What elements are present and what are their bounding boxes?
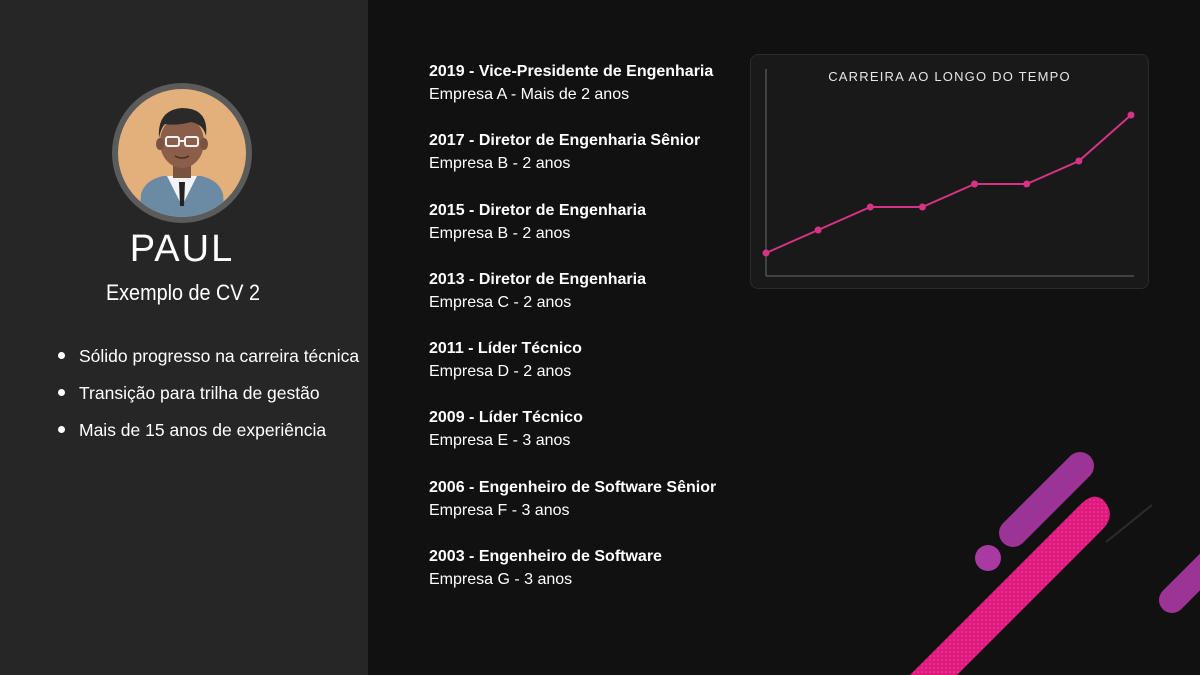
data-point-2015 — [1023, 180, 1031, 188]
timeline-entry-detail: Empresa B - 2 anos — [429, 155, 571, 173]
timeline-entry: 2015 - Diretor de Engenharia Empresa B -… — [429, 199, 729, 268]
data-point-2017 — [1075, 157, 1083, 165]
data-point-2009 — [866, 203, 874, 211]
highlight-item: Transição para trilha de gestão — [58, 381, 359, 418]
bullet-icon — [58, 352, 65, 359]
data-point-2011 — [918, 203, 926, 211]
highlight-text: Transição para trilha de gestão — [79, 383, 320, 403]
timeline-entry: 2011 - Líder Técnico Empresa D - 2 anos — [429, 337, 729, 406]
timeline-entry-title: 2013 - Diretor de Engenharia — [429, 270, 646, 288]
timeline-entry: 2017 - Diretor de Engenharia Sênior Empr… — [429, 129, 729, 198]
highlights-list: Sólido progresso na carreira técnica Tra… — [58, 344, 359, 455]
bullet-icon — [58, 389, 65, 396]
timeline-entry: 2003 - Engenheiro de Software Empresa G … — [429, 545, 729, 614]
timeline-entry-title: 2006 - Engenheiro de Software Sênior — [429, 478, 717, 496]
timeline-entry-detail: Empresa B - 2 anos — [429, 224, 571, 242]
person-avatar-icon — [111, 82, 253, 224]
timeline-entry: 2013 - Diretor de Engenharia Empresa C -… — [429, 268, 729, 337]
highlight-text: Mais de 15 anos de experiência — [79, 420, 327, 440]
timeline-entry-detail: Empresa A - Mais de 2 anos — [429, 86, 630, 103]
timeline-entry-title: 2011 - Líder Técnico — [429, 340, 582, 358]
bullet-icon — [58, 426, 65, 433]
highlight-text: Sólido progresso na carreira técnica — [79, 346, 360, 366]
timeline-entry-title: 2009 - Líder Técnico — [429, 409, 583, 427]
timeline-entry-detail: Empresa G - 3 anos — [429, 571, 573, 589]
timeline-entry-detail: Empresa C - 2 anos — [429, 293, 572, 311]
timeline-entry: 2009 - Líder Técnico Empresa E - 3 anos — [429, 406, 729, 475]
profile-subtitle: Exemplo de CV 2 — [105, 280, 261, 305]
timeline-entry-title: 2019 - Vice-Presidente de Engenharia — [429, 63, 714, 80]
profile-panel: PAUL Exemplo de CV 2 Sólido progresso na… — [0, 0, 368, 675]
timeline-entry-detail: Empresa E - 3 anos — [429, 432, 571, 450]
career-timeline: 2019 - Vice-Presidente de Engenharia Emp… — [429, 60, 729, 614]
data-point-2006 — [814, 226, 822, 234]
timeline-entry-title: 2017 - Diretor de Engenharia Sênior — [429, 132, 701, 150]
decorative-stripes — [910, 452, 1200, 675]
highlight-item: Mais de 15 anos de experiência — [58, 418, 359, 455]
timeline-entry-title: 2003 - Engenheiro de Software — [429, 548, 662, 566]
data-point-2003 — [762, 249, 770, 257]
timeline-entry-detail: Empresa F - 3 anos — [429, 501, 570, 519]
chart-plot — [762, 69, 1135, 277]
series-line — [765, 114, 1132, 254]
profile-name: PAUL — [129, 228, 235, 270]
timeline-entry-detail: Empresa D - 2 anos — [429, 363, 572, 381]
data-point-2013 — [971, 180, 979, 188]
highlight-item: Sólido progresso na carreira técnica — [58, 344, 359, 381]
timeline-entry-title: 2015 - Diretor de Engenharia — [429, 201, 646, 219]
timeline-entry: 2006 - Engenheiro de Software Sênior Emp… — [429, 476, 729, 545]
chart-title: CARREIRA AO LONGO DO TEMPO — [828, 69, 1071, 84]
data-point-2019 — [1127, 111, 1135, 119]
career-chart: CARREIRA AO LONGO DO TEMPO — [750, 54, 1149, 289]
timeline-entry: 2019 - Vice-Presidente de Engenharia Emp… — [429, 60, 729, 129]
